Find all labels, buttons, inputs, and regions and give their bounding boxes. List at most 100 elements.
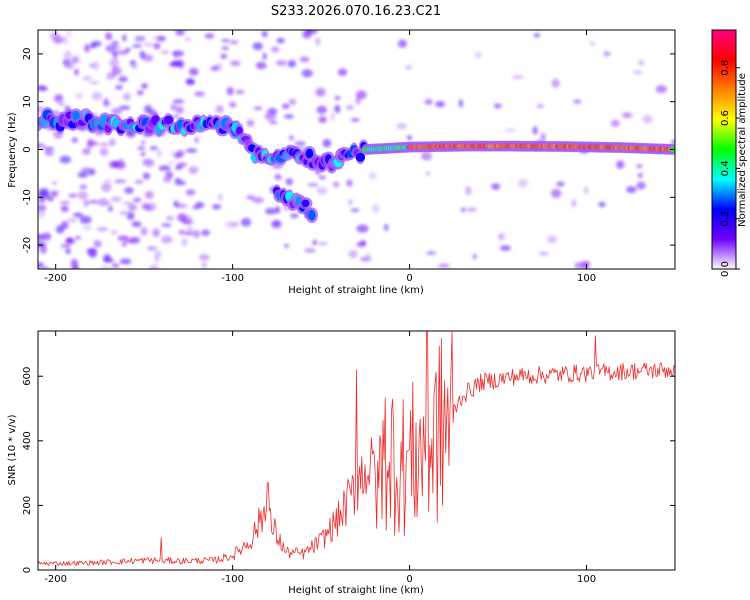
spectrogram-noise-cell [194, 136, 199, 144]
y-tick-label: -10 [22, 189, 33, 205]
spectrogram-noise-cell [287, 59, 297, 68]
spectrogram-x-label: Height of straight line (km) [288, 285, 424, 296]
spectrogram-noise-cell [312, 239, 318, 246]
spectrogram-noise-cell [175, 106, 184, 115]
spectrogram-noise-cell [166, 215, 174, 221]
x-tick-label: 100 [577, 273, 596, 284]
spectrogram-noise-cell [82, 226, 93, 230]
spectrogram-noise-cell [195, 201, 205, 208]
spectrogram-noise-cell [636, 181, 646, 190]
colorbar-tick-label: 0.8 [720, 60, 731, 76]
snr-frame [37, 330, 676, 571]
spectrogram-noise-cell [264, 207, 277, 215]
spectrogram-noise-cell [281, 103, 290, 109]
spectrogram-noise-cell [77, 171, 88, 178]
spectrogram-noise-cell [229, 101, 237, 108]
x-tick-label: 0 [406, 273, 412, 284]
spectrogram-noise-cell [220, 53, 228, 59]
spectrogram-noise-cell [114, 179, 127, 184]
spectrogram-noise-cell [122, 92, 131, 101]
spectrogram-noise-cell [285, 178, 293, 186]
spectrogram-noise-cell [75, 92, 83, 100]
spectrogram-noise-cell [271, 221, 281, 226]
colorbar-swatch [712, 30, 736, 269]
spectrogram-noise-cell [333, 181, 340, 188]
spectrogram-noise-cell [52, 181, 57, 186]
spectrogram-noise-cell [540, 133, 546, 140]
spectrogram-noise-cell [274, 174, 282, 180]
spectrogram-noise-cell [438, 263, 450, 268]
spectrogram-noise-cell [107, 205, 113, 212]
spectrogram-noise-cell [92, 61, 100, 70]
spectrogram-noise-cell [181, 238, 188, 247]
spectrogram-noise-cell [299, 56, 310, 63]
spectrogram-noise-cell [178, 229, 185, 235]
spectrogram-noise-cell [198, 254, 210, 261]
spectrogram-noise-cell [355, 90, 367, 100]
spectrogram-noise-cell [93, 240, 102, 248]
spectrogram-noise-cell [47, 196, 54, 202]
spectrogram-noise-cell [210, 66, 219, 71]
spectrogram-noise-cell [119, 211, 129, 215]
spectrogram-noise-cell [616, 160, 625, 169]
spectrogram-noise-cell [168, 61, 180, 67]
spectrogram-noise-cell [348, 249, 358, 259]
spectrogram-noise-cell [124, 47, 131, 52]
spectrogram-noise-cell [360, 240, 367, 245]
spectrogram-noise-cell [140, 152, 146, 157]
spectrogram-noise-cell [158, 165, 164, 172]
spectrogram-noise-cell [134, 179, 144, 184]
spectrogram-noise-cell [215, 105, 224, 114]
spectrogram-noise-cell [218, 193, 223, 202]
spectrogram-noise-cell [108, 160, 119, 169]
spectrogram-noise-cell [322, 138, 332, 148]
spectrogram-noise-cell [268, 120, 278, 125]
spectrogram-ridge-cell [355, 152, 366, 162]
spectrogram-noise-cell [255, 61, 267, 70]
spectrogram-noise-cell [82, 148, 91, 155]
spectrogram-noise-cell [156, 149, 162, 158]
spectrogram-noise-cell [368, 171, 377, 180]
spectrogram-noise-cell [426, 251, 437, 255]
spectrogram-noise-cell [283, 114, 295, 119]
colorbar: 0.0 0.2 0.4 0.6 0.8 Normalized spectral ampl… [711, 29, 748, 277]
spectrogram-noise-cell [137, 146, 146, 151]
spectrogram-noise-cell [59, 155, 72, 164]
spectrogram-noise-cell [302, 30, 312, 39]
spectrogram-noise-cell [103, 178, 112, 184]
spectrogram-noise-cell [68, 193, 78, 198]
spectrogram-noise-cell [124, 187, 134, 194]
spectrogram-noise-cell [319, 175, 326, 180]
spectrogram-noise-cell [149, 263, 159, 269]
spectrogram-noise-cell [103, 253, 111, 263]
spectrogram-noise-cell [111, 66, 122, 76]
spectrogram-noise-cell [111, 263, 120, 268]
spectrogram-noise-cell [396, 123, 407, 130]
x-tick-label: -100 [221, 574, 244, 585]
spectrogram-noise-cell [504, 128, 516, 133]
colorbar-tick-label: 0.2 [720, 211, 731, 227]
spectrogram-noise-cell [156, 35, 167, 42]
spectrogram-noise-cell [98, 142, 110, 147]
spectrogram-noise-cell [70, 258, 79, 267]
y-tick-label: 20 [22, 48, 33, 61]
spectrogram-noise-cell [67, 30, 72, 37]
colorbar-label: Normalized spectral amplitude [737, 73, 748, 227]
spectrogram-noise-cell [43, 147, 55, 151]
spectrogram-noise-cell [55, 225, 65, 234]
spectrogram-noise-cell [126, 211, 135, 221]
spectrogram-noise-cell [194, 91, 205, 97]
y-tick-label: 0 [22, 146, 33, 152]
spectrogram-noise-cell [80, 167, 92, 174]
spectrogram-noise-cell [118, 76, 128, 83]
spectrogram-noise-cell [458, 99, 463, 108]
spectrogram-noise-cell [497, 232, 505, 241]
spectrogram-noise-cell [105, 32, 113, 41]
spectrogram-noise-cell [119, 258, 132, 265]
spectrogram-noise-cell [590, 41, 596, 46]
snr-series-line [38, 331, 675, 566]
spectrogram-noise-cell [112, 50, 118, 57]
spectrogram-noise-cell [270, 46, 280, 53]
